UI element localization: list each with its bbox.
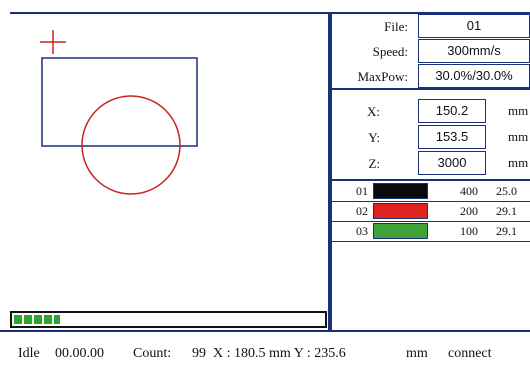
count-label: Count: <box>133 346 172 361</box>
maxpow-label: MaxPow: <box>357 69 408 84</box>
connection-status: connect <box>448 346 492 361</box>
layer-table: 01 400 25.0 02 200 29.1 03 100 29.1 <box>330 182 530 242</box>
x-unit: mm <box>508 103 529 118</box>
layer-row[interactable]: 02 200 29.1 <box>330 202 530 220</box>
layer-speed: 100 <box>460 224 478 238</box>
y-unit: mm <box>508 129 529 144</box>
layer-row[interactable]: 01 400 25.0 <box>330 182 530 200</box>
layer-power: 25.0 <box>496 184 517 198</box>
z-unit: mm <box>508 155 529 170</box>
z-value: 3000 <box>418 151 486 175</box>
info-panel: File: 01 Speed: 300mm/s MaxPow: 30.0%/30… <box>330 12 530 332</box>
layer-power: 29.1 <box>496 204 517 218</box>
layer-color-swatch <box>373 223 428 239</box>
elapsed-time: 00.00.00 <box>55 346 104 361</box>
maxpow-value: 30.0%/30.0% <box>418 64 530 88</box>
layer-power: 29.1 <box>496 224 517 238</box>
layer-row[interactable]: 03 100 29.1 <box>330 222 530 240</box>
file-value: 01 <box>418 14 530 38</box>
layer-color-swatch <box>373 203 428 219</box>
layer-divider <box>330 201 530 202</box>
job-preview-canvas <box>10 12 330 332</box>
layer-number: 01 <box>356 184 368 198</box>
preview-graphics <box>40 30 198 195</box>
speed-value: 300mm/s <box>418 39 530 63</box>
status-bar: Idle 00.00.00 Count: 99 X : 180.5 mm Y :… <box>0 330 530 369</box>
panel-left-border <box>330 12 332 332</box>
layer-number: 02 <box>356 204 368 218</box>
panel-divider-1 <box>330 88 530 90</box>
speed-label: Speed: <box>372 44 408 59</box>
x-value: 150.2 <box>418 99 486 123</box>
x-label: X: <box>367 104 380 119</box>
machine-state: Idle <box>18 346 40 361</box>
panel-divider-2 <box>330 179 530 181</box>
layer-divider <box>330 221 530 222</box>
position-readout: X : 180.5 mm Y : 235.6 <box>213 346 346 361</box>
layer-number: 03 <box>356 224 368 238</box>
layer-speed: 200 <box>460 204 478 218</box>
layer-speed: 400 <box>460 184 478 198</box>
job-progress-fill <box>14 315 60 324</box>
z-label: Z: <box>368 156 380 171</box>
job-rectangle <box>41 57 198 147</box>
y-value: 153.5 <box>418 125 486 149</box>
file-label: File: <box>384 19 408 34</box>
position-unit: mm <box>406 346 428 361</box>
y-label: Y: <box>368 130 380 145</box>
job-progress-bar <box>10 311 327 328</box>
layer-color-swatch <box>373 183 428 199</box>
job-circle <box>81 95 181 195</box>
layer-divider <box>330 241 530 242</box>
count-value: 99 <box>192 346 206 361</box>
